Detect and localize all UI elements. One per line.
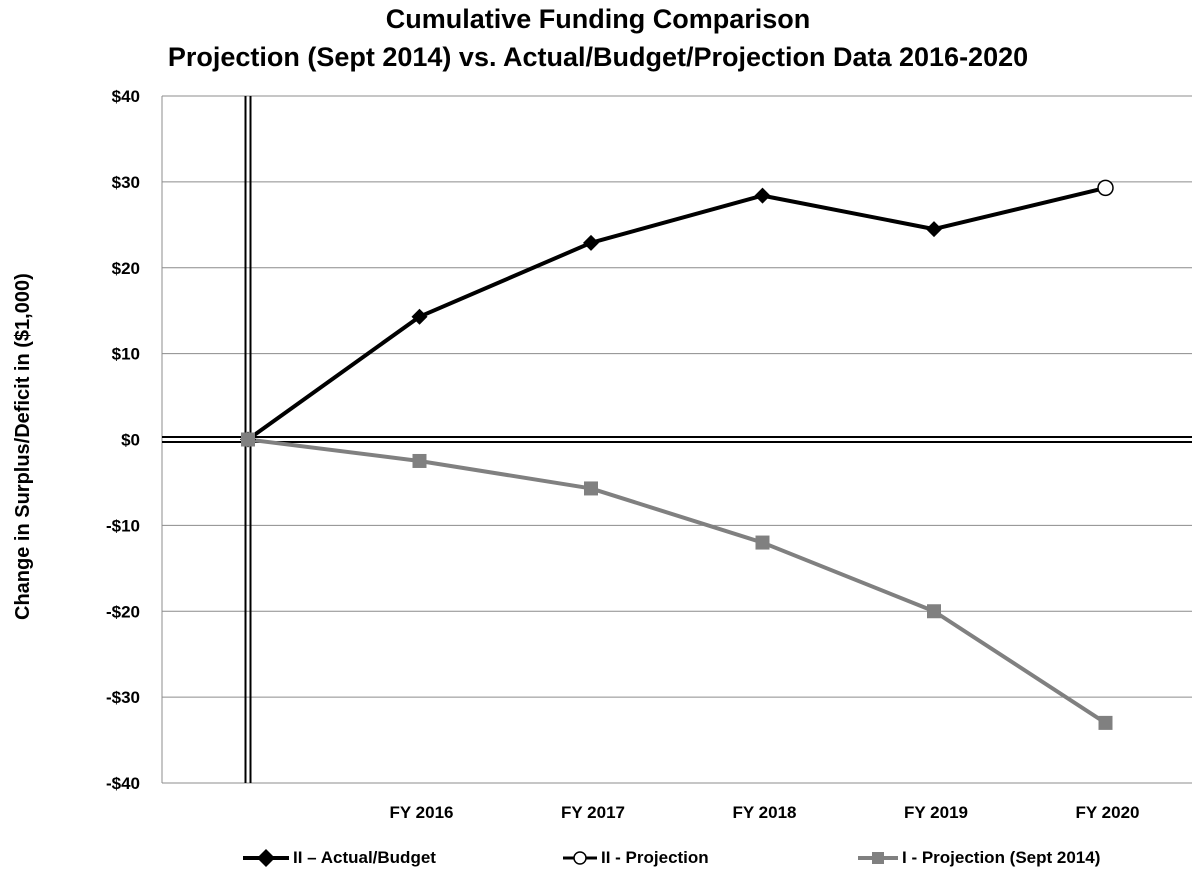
y-tick-label: -$30 — [106, 688, 140, 707]
legend-item-projection: II - Projection — [563, 845, 709, 871]
legend-label-projection-2014: I - Projection (Sept 2014) — [902, 848, 1101, 867]
data-point-square — [1098, 715, 1113, 730]
series-line — [246, 193, 935, 442]
data-point-square — [584, 481, 598, 496]
series-line — [933, 185, 1106, 232]
legend-item-projection-2014: I - Projection (Sept 2014) — [858, 845, 1100, 871]
legend-label-projection: II - Projection — [601, 848, 709, 867]
data-point-square — [755, 535, 770, 550]
y-tick-label: $10 — [112, 345, 140, 364]
y-tick-label: -$10 — [106, 516, 140, 535]
legend-marker-diamond-icon — [243, 849, 289, 867]
x-tick-label: FY 2016 — [390, 803, 454, 822]
x-tick-label: FY 2018 — [733, 803, 797, 822]
legend-label-actual: II – Actual/Budget — [293, 848, 436, 867]
y-tick-label: -$40 — [106, 774, 140, 793]
y-tick-label: -$20 — [106, 602, 140, 621]
legend-marker-circle-icon — [563, 851, 597, 865]
data-point-circle — [1097, 179, 1114, 197]
x-tick-label: FY 2020 — [1076, 803, 1140, 822]
legend-item-actual: II – Actual/Budget — [243, 845, 436, 871]
y-tick-label: $20 — [112, 259, 140, 278]
data-point-square — [241, 432, 255, 447]
data-point-diamond — [411, 308, 428, 325]
data-point-diamond — [926, 221, 942, 238]
x-tick-label: FY 2019 — [904, 803, 968, 822]
y-tick-label: $0 — [121, 431, 140, 450]
data-point-square — [412, 453, 427, 468]
data-point-diamond — [583, 234, 599, 251]
chart-title: Cumulative Funding Comparison — [385, 4, 811, 34]
data-point-square — [927, 604, 941, 619]
chart-subtitle: Projection (Sept 2014) vs. Actual/Budget… — [167, 42, 1029, 72]
x-tick-label: FY 2017 — [561, 803, 625, 822]
y-tick-label: $40 — [112, 87, 140, 106]
data-point-diamond — [754, 187, 771, 204]
y-tick-label: $30 — [112, 173, 140, 192]
series-line — [247, 437, 1107, 725]
legend-marker-square-icon — [858, 852, 898, 864]
